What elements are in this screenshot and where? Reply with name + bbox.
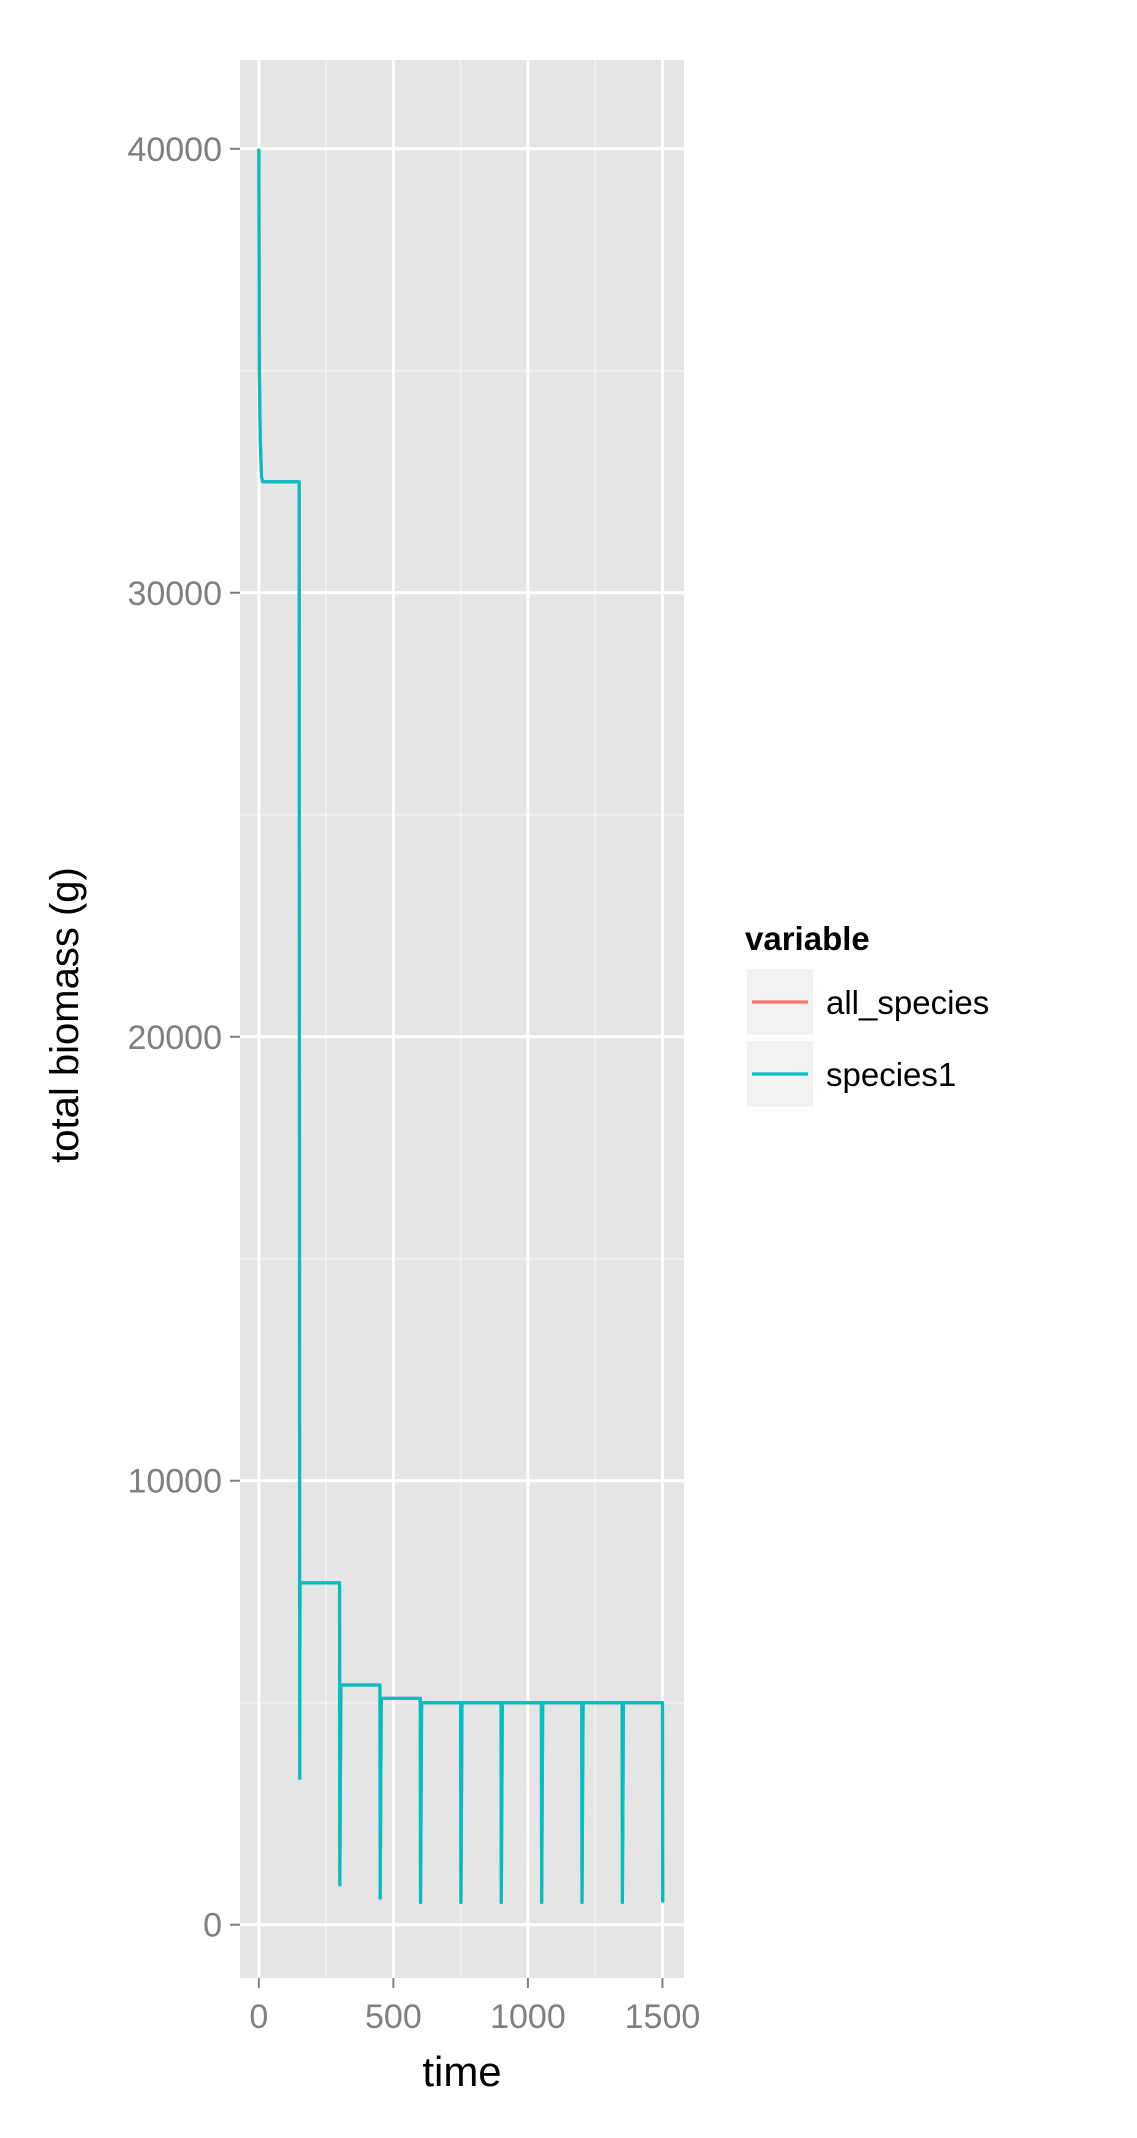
x-axis-ticks: 0 500 1000 1500 <box>249 1978 700 2036</box>
x-axis-label: time <box>422 2048 501 2095</box>
y-tick-label: 40000 <box>127 131 222 169</box>
plot-panel <box>240 60 684 1978</box>
x-tick-label: 1000 <box>490 1998 566 2036</box>
grid-major <box>240 60 684 1978</box>
legend-label-species1: species1 <box>826 1056 956 1093</box>
y-tick-label: 30000 <box>127 575 222 613</box>
series-line-species1 <box>257 148 665 1905</box>
y-tick-label: 0 <box>203 1907 222 1945</box>
x-tick-label: 500 <box>365 1998 422 2036</box>
y-axis-label: total biomass (g) <box>43 867 87 1163</box>
legend-label-all_species: all_species <box>826 984 989 1021</box>
y-axis-ticks: 0 10000 20000 30000 40000 <box>127 131 240 1945</box>
legend-entries: all_species species1 <box>745 967 989 1109</box>
x-tick-label: 0 <box>249 1998 268 2036</box>
y-tick-label: 20000 <box>127 1019 222 1057</box>
legend-title: variable <box>745 920 870 957</box>
legend: variable all_species species1 <box>745 920 989 1109</box>
y-tick-label: 10000 <box>127 1463 222 1501</box>
grid-minor <box>240 60 684 1978</box>
x-tick-label: 1500 <box>625 1998 701 2036</box>
series-layer <box>257 148 665 1905</box>
